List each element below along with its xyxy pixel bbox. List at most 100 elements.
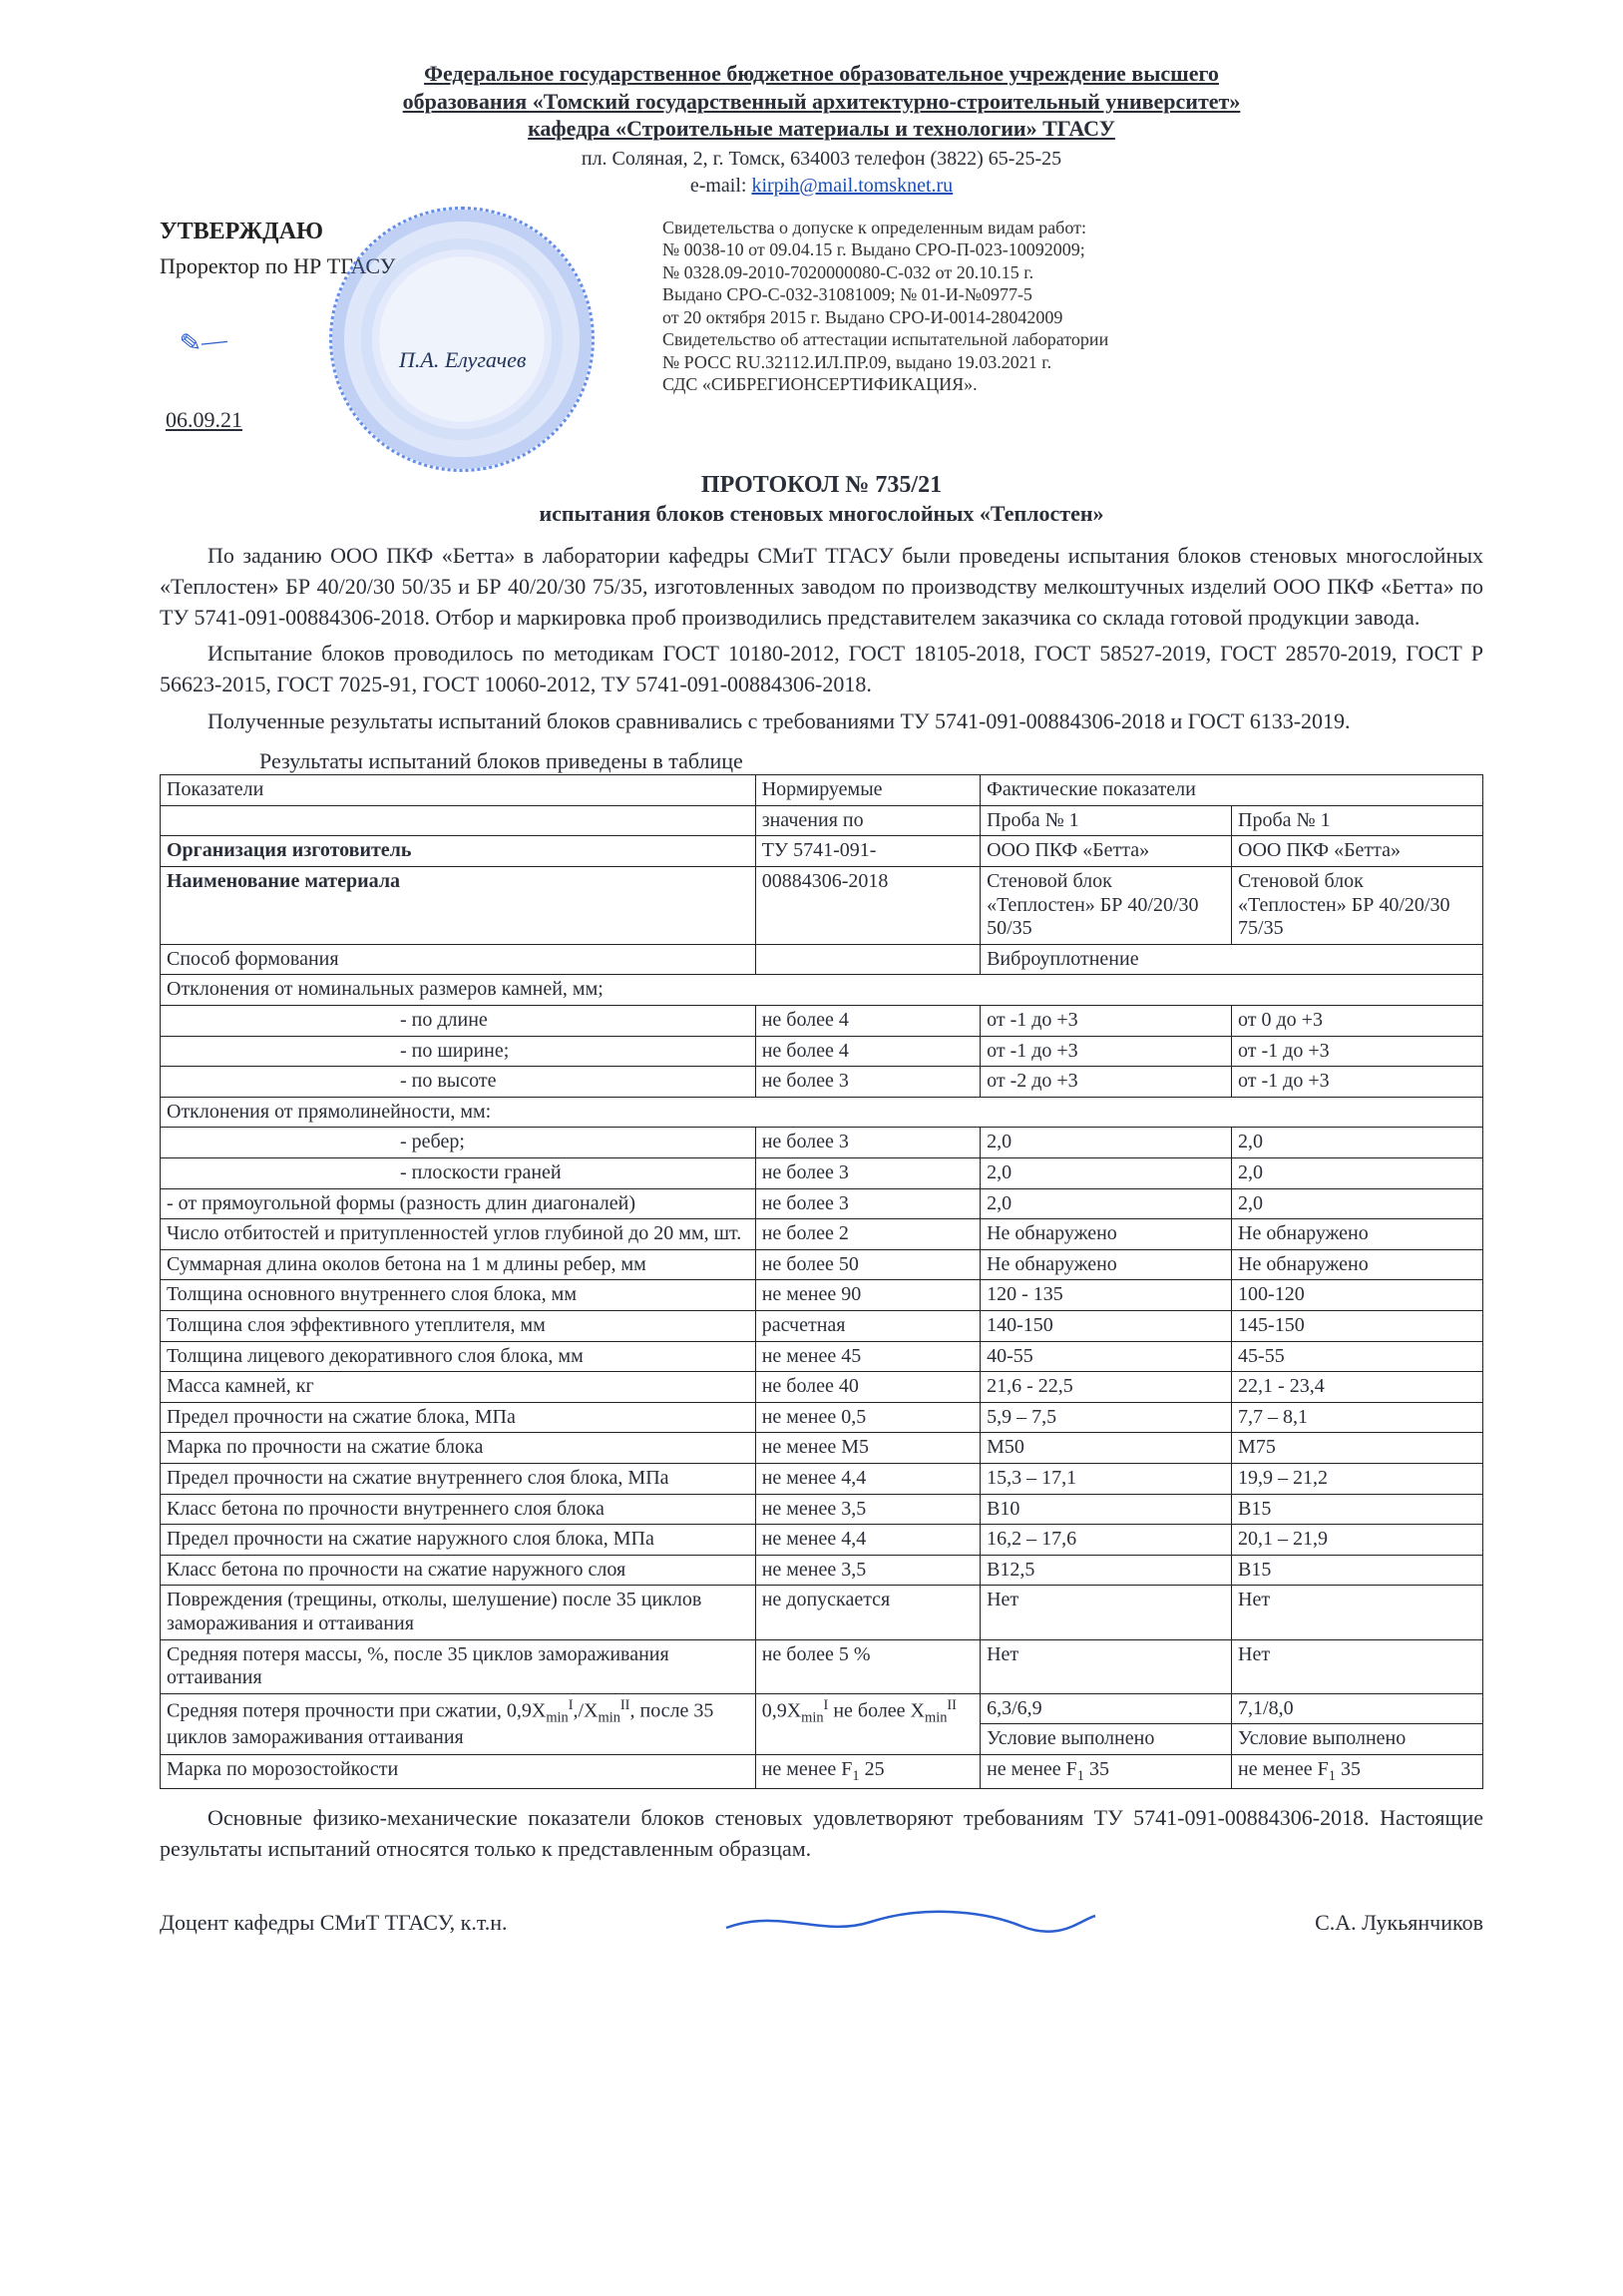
paragraph-3: Полученные результаты испытаний блоков с… — [160, 706, 1483, 737]
col-norm: ТУ 5741-091- — [755, 836, 980, 867]
row-label: Предел прочности на сжатие блока, МПа — [161, 1402, 756, 1433]
row-material: Наименование материала — [161, 867, 756, 945]
table-cell: 145-150 — [1232, 1310, 1483, 1341]
table-cell: не более 3 — [755, 1158, 980, 1189]
table-cell: не более 5 % — [755, 1639, 980, 1693]
row-label: Класс бетона по прочности на сжатие нару… — [161, 1555, 756, 1586]
table-cell: 19,9 – 21,2 — [1232, 1463, 1483, 1494]
table-cell: 2,0 — [1232, 1158, 1483, 1189]
table-cell: ООО ПКФ «Бетта» — [981, 836, 1232, 867]
results-table: ПоказателиНормируемыеФактические показат… — [160, 774, 1483, 1789]
row-label: - от прямоугольной формы (разность длин … — [161, 1188, 756, 1219]
table-cell: Условие выполнено — [1232, 1724, 1483, 1755]
table-cell: не менее F1 35 — [1232, 1754, 1483, 1788]
table-cell: М50 — [981, 1433, 1232, 1464]
table-cell: Нет — [981, 1586, 1232, 1639]
table-cell: Нет — [981, 1639, 1232, 1693]
row-label: Толщина слоя эффективного утеплителя, мм — [161, 1310, 756, 1341]
row-label: - по высоте — [161, 1067, 756, 1098]
table-cell: Условие выполнено — [981, 1724, 1232, 1755]
table-cell: Стеновой блок «Теплостен» БР 40/20/30 50… — [981, 867, 1232, 945]
table-cell: не менее 3,5 — [755, 1494, 980, 1525]
cred-line: № 0038-10 от 09.04.15 г. Выдано СРО-П-02… — [662, 238, 1108, 261]
header-line-3: кафедра «Строительные материалы и технол… — [160, 115, 1483, 143]
sample-1: Проба № 1 — [981, 805, 1232, 836]
cred-line: Выдано СРО-С-032-31081009; № 01-И-№0977-… — [662, 283, 1108, 306]
table-cell: Нет — [1232, 1639, 1483, 1693]
paragraph-1: По заданию ООО ПКФ «Бетта» в лаборатории… — [160, 541, 1483, 633]
table-cell: не более 4 — [755, 1036, 980, 1067]
table-cell: не менее 3,5 — [755, 1555, 980, 1586]
table-cell: не менее 4,4 — [755, 1463, 980, 1494]
email-line: e-mail: kirpih@mail.tomsknet.ru — [160, 174, 1483, 199]
table-cell: от -1 до +3 — [1232, 1067, 1483, 1098]
table-cell: 16,2 – 17,6 — [981, 1525, 1232, 1556]
col-norm: значения по — [755, 805, 980, 836]
credentials-block: Свидетельства о допуске к определенным в… — [662, 217, 1108, 396]
table-cell: Не обнаружено — [1232, 1219, 1483, 1250]
table-cell: 15,3 – 17,1 — [981, 1463, 1232, 1494]
table-cell: Стеновой блок «Теплостен» БР 40/20/30 75… — [1232, 867, 1483, 945]
cred-line: Свидетельства о допуске к определенным в… — [662, 217, 1108, 239]
paragraph-2: Испытание блоков проводилось по методика… — [160, 639, 1483, 700]
col-actual: Фактические показатели — [981, 775, 1483, 806]
table-cell: от -1 до +3 — [981, 1006, 1232, 1037]
table-cell: от -2 до +3 — [981, 1067, 1232, 1098]
section-row: Отклонения от номинальных размеров камне… — [161, 975, 1483, 1006]
table-cell: 140-150 — [981, 1310, 1232, 1341]
sample-2: Проба № 1 — [1232, 805, 1483, 836]
table-cell: 40-55 — [981, 1341, 1232, 1372]
table-cell: не более 2 — [755, 1219, 980, 1250]
table-cell: 100-120 — [1232, 1280, 1483, 1311]
table-cell: 45-55 — [1232, 1341, 1483, 1372]
table-cell: не менее М5 — [755, 1433, 980, 1464]
cred-line: Свидетельство об аттестации испытательно… — [662, 328, 1108, 351]
table-cell: 2,0 — [1232, 1128, 1483, 1158]
table-cell: не более 3 — [755, 1188, 980, 1219]
cred-line: СДС «СИБРЕГИОНСЕРТИФИКАЦИЯ». — [662, 373, 1108, 396]
table-cell: 2,0 — [1232, 1188, 1483, 1219]
row-frost: Марка по морозостойкости — [161, 1754, 756, 1788]
address: пл. Соляная, 2, г. Томск, 634003 телефон… — [160, 147, 1483, 172]
approver-name: П.А. Елугачев — [399, 346, 526, 374]
table-cell: 2,0 — [981, 1128, 1232, 1158]
table-cell: не более 4 — [755, 1006, 980, 1037]
row-label: Марка по прочности на сжатие блока — [161, 1433, 756, 1464]
table-cell: М75 — [1232, 1433, 1483, 1464]
table-cell: не более 50 — [755, 1249, 980, 1280]
table-cell: не более 3 — [755, 1128, 980, 1158]
table-caption: Результаты испытаний блоков приведены в … — [160, 747, 1483, 775]
table-cell: В15 — [1232, 1555, 1483, 1586]
cred-line: от 20 октября 2015 г. Выдано СРО-И-0014-… — [662, 306, 1108, 329]
email-label: e-mail: — [690, 175, 747, 197]
signature-icon — [721, 1904, 1100, 1940]
approval-date: 06.09.21 — [166, 406, 242, 434]
table-cell: Нет — [1232, 1586, 1483, 1639]
row-label: Масса камней, кг — [161, 1372, 756, 1403]
row-strength-loss: Средняя потеря прочности при сжатии, 0,9… — [161, 1693, 756, 1754]
row-label: Число отбитостей и притупленностей углов… — [161, 1219, 756, 1250]
cred-line: № 0328.09-2010-7020000080-С-032 от 20.10… — [662, 261, 1108, 284]
table-cell: В15 — [1232, 1494, 1483, 1525]
protocol-subtitle: испытания блоков стеновых многослойных «… — [160, 500, 1483, 528]
row-label: - плоскости граней — [161, 1158, 756, 1189]
conclusion: Основные физико-механические показатели … — [160, 1803, 1483, 1865]
empty — [161, 805, 756, 836]
table-cell: 0,9XminI не более XminII — [755, 1693, 980, 1754]
row-label: - ребер; — [161, 1128, 756, 1158]
table-cell: ООО ПКФ «Бетта» — [1232, 836, 1483, 867]
table-cell: не менее 90 — [755, 1280, 980, 1311]
row-label: Повреждения (трещины, отколы, шелушение)… — [161, 1586, 756, 1639]
row-label: Класс бетона по прочности внутреннего сл… — [161, 1494, 756, 1525]
col-norm: 00884306-2018 — [755, 867, 980, 945]
signer-role: Доцент кафедры СМиТ ТГАСУ, к.т.н. — [160, 1909, 508, 1937]
table-cell: В10 — [981, 1494, 1232, 1525]
table-cell: Не обнаружено — [1232, 1249, 1483, 1280]
row-label: Суммарная длина околов бетона на 1 м дли… — [161, 1249, 756, 1280]
table-cell: 7,1/8,0 — [1232, 1693, 1483, 1724]
signer-name: С.А. Лукьянчиков — [1315, 1909, 1483, 1937]
table-cell — [755, 944, 980, 975]
table-cell: 7,7 – 8,1 — [1232, 1402, 1483, 1433]
email-link[interactable]: kirpih@mail.tomsknet.ru — [751, 175, 953, 197]
row-label: Предел прочности на сжатие наружного сло… — [161, 1525, 756, 1556]
